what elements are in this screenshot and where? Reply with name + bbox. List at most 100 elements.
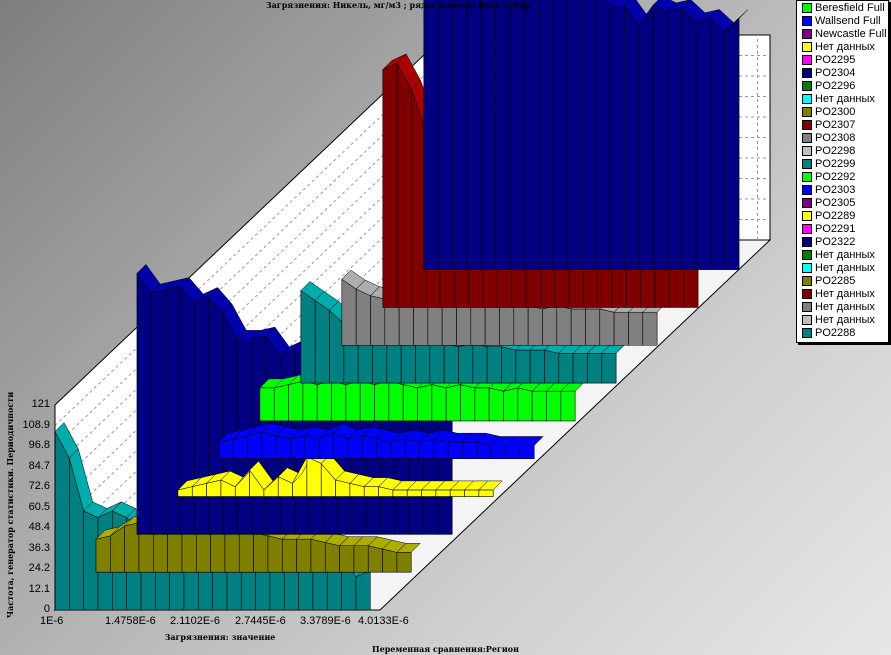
series-bar (273, 384, 289, 422)
series-bar (484, 301, 500, 346)
legend-label: PO2292 (815, 170, 856, 183)
legend-item: PO2292 (797, 170, 888, 183)
legend-label: Нет данных (815, 300, 875, 313)
legend-swatch (802, 93, 812, 104)
x-tick-label: 2.7445E-6 (235, 615, 286, 627)
series-bar (302, 380, 318, 422)
series-bar (367, 545, 383, 573)
series-bar (296, 538, 312, 573)
series-bar (599, 308, 615, 346)
series-bar (443, 343, 459, 384)
series-bar (421, 489, 437, 497)
y-tick-label: 24.2 (28, 562, 50, 574)
x-tick-label: 1.4758E-6 (105, 615, 156, 627)
y-tick-label: 0 (43, 603, 50, 615)
series-top (478, 480, 503, 491)
series-bar (363, 486, 379, 497)
series-bar (429, 343, 445, 384)
legend-item: PO2299 (797, 157, 888, 170)
legend-label: PO2305 (815, 196, 856, 209)
series-bar (503, 387, 519, 422)
series-bar (695, 18, 711, 270)
series-bar (544, 349, 560, 384)
series-bar (310, 538, 326, 573)
x-tick-label: 1E-6 (40, 615, 64, 627)
y-tick-label: 12.1 (28, 582, 50, 595)
legend-swatch (802, 28, 812, 39)
legend-item: Beresfield Full (797, 1, 888, 14)
legend-label: PO2307 (815, 118, 856, 131)
series-bar (353, 545, 369, 573)
legend-swatch (802, 106, 812, 117)
series-bar (474, 387, 490, 422)
x-tick-label: 3.3789E-6 (300, 615, 351, 627)
series-bar (347, 435, 363, 460)
series-bar (466, 0, 482, 270)
series-bar (54, 431, 70, 611)
legend-label: PO2289 (815, 209, 856, 222)
series-top (519, 436, 544, 446)
legend-swatch (802, 158, 812, 169)
series-bar (339, 545, 355, 573)
series-bar (529, 349, 545, 384)
legend-item: PO2308 (797, 131, 888, 144)
series-bar (300, 289, 316, 384)
series-bar (478, 489, 494, 497)
series-bar (505, 445, 521, 460)
series-bar (546, 390, 562, 422)
series-bar (232, 435, 248, 460)
series-top (396, 543, 421, 553)
series-bar (585, 308, 601, 346)
legend-label: PO2288 (815, 326, 856, 339)
series-bar (355, 569, 371, 611)
series-bar (456, 301, 472, 346)
series-bar (710, 17, 726, 270)
legend-label: PO2304 (815, 66, 856, 79)
legend-item: Нет данных (797, 261, 888, 274)
series-bar (460, 384, 476, 422)
series-bar (382, 62, 398, 308)
series-bar (247, 431, 263, 460)
series-bar (556, 305, 572, 346)
series-bar (452, 0, 468, 270)
series-bar (193, 296, 209, 535)
series-bar (417, 384, 433, 422)
series-bar (566, 0, 582, 270)
series-bar (423, 0, 439, 270)
series-bar (501, 346, 517, 384)
legend-item: PO2291 (797, 222, 888, 235)
legend-item: Нет данных (797, 300, 888, 313)
series-bar (150, 289, 166, 535)
legend-swatch (802, 15, 812, 26)
series-layer (54, 0, 749, 611)
legend-item: PO2304 (797, 66, 888, 79)
series-bar (495, 0, 511, 270)
series-bar (472, 343, 488, 384)
x-tick-label: 2.1102E-6 (170, 615, 220, 627)
series-bar (275, 435, 291, 460)
legend-label: Нет данных (815, 40, 875, 53)
x-tick-label: 4.0133E-6 (358, 615, 409, 627)
legend-swatch (802, 2, 812, 13)
legend-label: Wallsend Full (815, 14, 881, 27)
series-po2292 (259, 371, 585, 422)
series-bar (681, 7, 697, 270)
legend-label: PO2299 (815, 157, 856, 170)
series-top (609, 0, 631, 6)
legend-item: PO2285 (797, 274, 888, 287)
series-bar (435, 489, 451, 497)
series-bar (542, 305, 558, 346)
legend-label: PO2308 (815, 131, 856, 144)
series-bar (400, 339, 416, 384)
chart-title: Загрязнения: Никель, мг/м3 ; ряды данных… (265, 0, 531, 10)
legend-label: PO2295 (815, 53, 856, 66)
series-bar (652, 4, 668, 270)
series-bar (613, 311, 629, 346)
y-tick-label: 60.5 (28, 500, 50, 513)
series-bar (515, 349, 531, 384)
series-bar (355, 288, 371, 346)
series-bar (445, 384, 461, 422)
series-bar (595, 0, 611, 270)
legend-swatch (802, 80, 812, 91)
